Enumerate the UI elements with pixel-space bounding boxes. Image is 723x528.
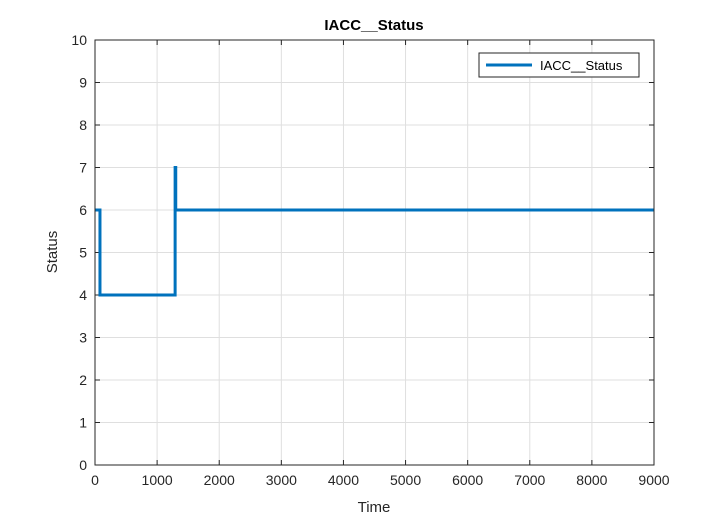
legend: IACC__Status	[478, 52, 640, 78]
x-tick-labels: 0 1000 2000 3000 4000 5000 6000 7000 8000 9000	[91, 472, 670, 488]
y-tick-label: 4	[79, 287, 87, 303]
y-tick-label: 3	[79, 330, 87, 346]
x-tick-label: 9000	[638, 472, 669, 488]
x-tick-label: 0	[91, 472, 99, 488]
plot-frame	[94, 39, 655, 466]
y-tick-label: 5	[79, 245, 87, 261]
y-tick-labels: 0 1 2 3 4 5 6 7 8 9 10	[71, 32, 87, 473]
x-tick-label: 3000	[266, 472, 297, 488]
x-tick-label: 7000	[514, 472, 545, 488]
y-tick-label: 7	[79, 160, 87, 176]
series-layer	[95, 166, 654, 297]
series-line-iacc-status	[95, 166, 654, 297]
y-tick-label: 8	[79, 117, 87, 133]
y-axis-label: Status	[44, 231, 61, 274]
y-tick-label: 9	[79, 75, 87, 91]
legend-entry-iacc-status: IACC__Status	[540, 58, 623, 73]
y-tick-label: 6	[79, 202, 87, 218]
x-axis-label: Time	[358, 499, 391, 516]
chart-title: IACC__Status	[324, 17, 423, 34]
x-tick-label: 1000	[142, 472, 173, 488]
x-tick-label: 8000	[576, 472, 607, 488]
y-tick-label: 10	[71, 32, 87, 48]
y-tick-label: 0	[79, 457, 87, 473]
x-tick-label: 2000	[204, 472, 235, 488]
x-tick-label: 5000	[390, 472, 421, 488]
x-tick-label: 6000	[452, 472, 483, 488]
y-tick-label: 1	[79, 415, 87, 431]
y-tick-label: 2	[79, 372, 87, 388]
x-tick-label: 4000	[328, 472, 359, 488]
